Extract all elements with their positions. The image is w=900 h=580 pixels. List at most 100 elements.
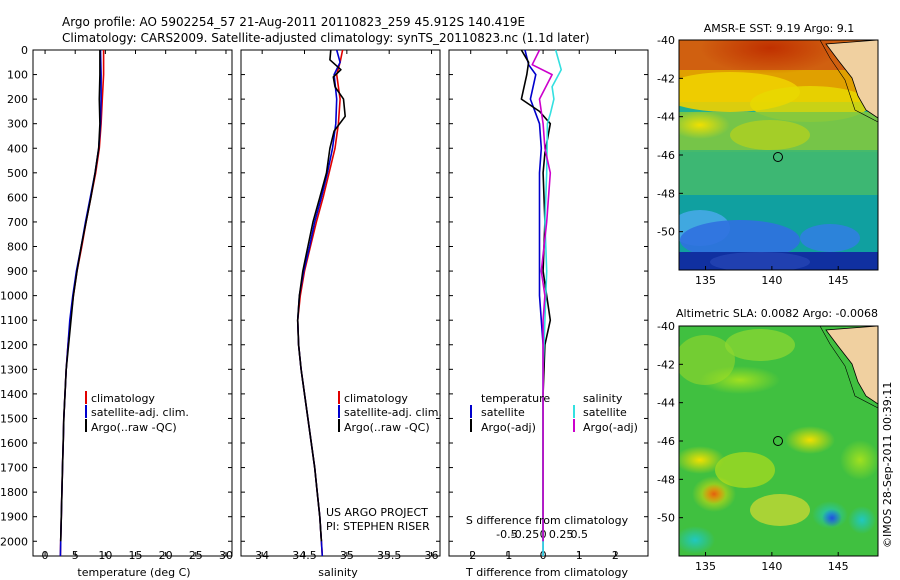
depth-tick-label: 800 bbox=[7, 241, 28, 254]
profile-line-t-argo-adj bbox=[520, 49, 552, 542]
difference-axes bbox=[448, 49, 649, 557]
x-tick-label: 34 bbox=[255, 549, 269, 562]
legend-label-s-argo: Argo(-adj) bbox=[583, 421, 638, 434]
temperature-xlabel: temperature (deg C) bbox=[77, 566, 190, 579]
map-y-tick-label: -50 bbox=[657, 512, 675, 525]
sla-argo-marker bbox=[773, 436, 783, 446]
legend-label-argo: Argo(..raw -QC) bbox=[344, 421, 430, 434]
depth-tick-label: 1900 bbox=[0, 511, 28, 524]
legend-label-climatology: climatology bbox=[344, 392, 408, 405]
x-tick-label: 10 bbox=[98, 549, 112, 562]
x-tick-label: 20 bbox=[159, 549, 173, 562]
depth-tick-label: 2000 bbox=[0, 535, 28, 548]
depth-tick-label: 500 bbox=[7, 167, 28, 180]
salinity-profiles bbox=[296, 49, 347, 557]
depth-tick-label: 1000 bbox=[0, 290, 28, 303]
depth-tick-labels: 0 100 200 300 400 500 600 700 800 900 1000 1100 1200… bbox=[0, 44, 28, 548]
sla-map-title: Altimetric SLA: 0.0082 Argo: -0.0068 bbox=[676, 307, 878, 320]
depth-tick-label: 400 bbox=[7, 142, 28, 155]
depth-tick-label: 0 bbox=[21, 44, 28, 57]
x-tick-label: 35.5 bbox=[377, 549, 402, 562]
s-tick-label: -0.5 bbox=[496, 528, 517, 541]
map-x-tick-label: 140 bbox=[761, 274, 782, 287]
map-x-tick-label: 145 bbox=[828, 274, 849, 287]
map-x-tick-label: 140 bbox=[761, 560, 782, 573]
x-tick-label: 35 bbox=[340, 549, 354, 562]
depth-tick-label: 1700 bbox=[0, 462, 28, 475]
x-tick-label: 0 bbox=[42, 549, 49, 562]
legend-header-salinity: salinity bbox=[583, 392, 623, 405]
s-tick-label: -0.25 bbox=[511, 528, 539, 541]
map-y-tick-label: -40 bbox=[657, 34, 675, 47]
x-tick-label: 2 bbox=[612, 549, 619, 562]
salinity-ticks: 34 34.5 35 35.5 36 bbox=[241, 49, 440, 562]
x-tick-label: 34.5 bbox=[292, 549, 317, 562]
map-y-tick-label: -46 bbox=[657, 149, 675, 162]
map-y-tick-label: -40 bbox=[657, 320, 675, 333]
legend-label-satellite: satellite-adj. clim. bbox=[91, 406, 189, 419]
salinity-legend: climatology satellite-adj. clim. Argo(..… bbox=[338, 391, 442, 434]
map-x-tick-label: 135 bbox=[695, 560, 716, 573]
map-y-tick-label: -46 bbox=[657, 435, 675, 448]
temperature-legend: climatology satellite-adj. clim. Argo(..… bbox=[85, 391, 189, 434]
depth-tick-label: 900 bbox=[7, 265, 28, 278]
map-y-tick-label: -44 bbox=[657, 397, 675, 410]
figure-subtitle: Climatology: CARS2009. Satellite-adjuste… bbox=[62, 31, 590, 45]
depth-tick-label: 1300 bbox=[0, 363, 28, 376]
temperature-axes bbox=[32, 49, 233, 557]
salinity-axes bbox=[240, 49, 441, 557]
depth-tick-label: 100 bbox=[7, 69, 28, 82]
depth-tick-label: 1200 bbox=[0, 339, 28, 352]
profile-line-satellite-adj-clim bbox=[59, 49, 102, 557]
depth-tick-label: 200 bbox=[7, 93, 28, 106]
depth-tick-label: 600 bbox=[7, 191, 28, 204]
temperature-ticks: 0 5 10 15 20 25 30 bbox=[33, 49, 233, 562]
depth-tick-label: 700 bbox=[7, 216, 28, 229]
map-x-tick-label: 145 bbox=[828, 560, 849, 573]
legend-label-argo: Argo(..raw -QC) bbox=[91, 421, 177, 434]
x-tick-label: 30 bbox=[219, 549, 233, 562]
depth-tick-label: 1600 bbox=[0, 437, 28, 450]
sla-heatmap bbox=[679, 326, 878, 556]
profile-line-argo-raw-qc bbox=[296, 49, 347, 542]
map-x-tick-label: 135 bbox=[695, 274, 716, 287]
profile-line-s-argo-adj bbox=[531, 49, 553, 542]
salinity-xlabel: salinity bbox=[318, 566, 358, 579]
legend-label-climatology: climatology bbox=[91, 392, 155, 405]
map-y-tick-label: -44 bbox=[657, 111, 675, 124]
difference-xlabel: T difference from climatology bbox=[465, 566, 628, 579]
sst-map-ticks: 135 140 145 -40 -42 -44 -46 -48 -50 bbox=[657, 34, 849, 287]
x-tick-label: 5 bbox=[72, 549, 79, 562]
s-tick-label: 0.25 bbox=[549, 528, 574, 541]
profile-line-t-satellite bbox=[524, 49, 544, 556]
x-tick-label: 36 bbox=[425, 549, 439, 562]
sla-map-ticks: 135 140 145 -40 -42 -44 -46 -48 -50 bbox=[657, 320, 849, 573]
imos-stamp: ©IMOS 28-Sep-2011 00:39:11 bbox=[881, 382, 894, 548]
profile-line-satellite-adj-clim bbox=[296, 49, 341, 557]
temperature-profiles bbox=[59, 49, 105, 557]
difference-ticks: -2 -1 0 1 2-0.5-0.25 0 0.250.5 bbox=[449, 49, 648, 562]
legend-label-t-argo: Argo(-adj) bbox=[481, 421, 536, 434]
profile-line-climatology bbox=[59, 50, 105, 557]
legend-label-satellite: satellite-adj. clim. bbox=[344, 406, 442, 419]
profile-line-argo-raw-qc bbox=[59, 50, 101, 542]
project-annotation: US ARGO PROJECT bbox=[326, 506, 428, 519]
map-y-tick-label: -42 bbox=[657, 72, 675, 85]
map-y-tick-label: -42 bbox=[657, 358, 675, 371]
sst-heatmap bbox=[679, 40, 878, 270]
map-y-tick-label: -48 bbox=[657, 473, 675, 486]
depth-tick-label: 1800 bbox=[0, 486, 28, 499]
depth-tick-label: 1100 bbox=[0, 314, 28, 327]
pi-annotation: PI: STEPHEN RISER bbox=[326, 520, 430, 533]
difference-legend: temperature salinity satellite Argo(-adj… bbox=[470, 392, 638, 434]
legend-header-temperature: temperature bbox=[481, 392, 550, 405]
difference-profiles bbox=[520, 49, 563, 556]
s-tick-label: 0.5 bbox=[571, 528, 589, 541]
x-tick-label: 15 bbox=[129, 549, 143, 562]
legend-label-s-satellite: satellite bbox=[583, 406, 627, 419]
profile-line-s-satellite bbox=[542, 49, 563, 556]
legend-label-t-satellite: satellite bbox=[481, 406, 525, 419]
depth-tick-label: 1500 bbox=[0, 412, 28, 425]
sst-map-title: AMSR-E SST: 9.19 Argo: 9.1 bbox=[704, 22, 855, 35]
